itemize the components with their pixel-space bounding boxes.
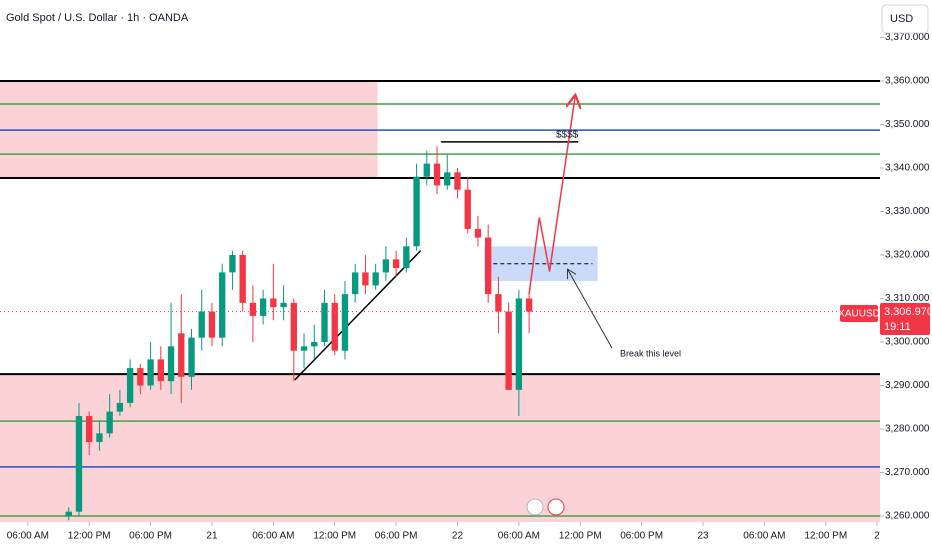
- candle-body: [106, 411, 113, 434]
- candle-body: [515, 298, 523, 390]
- last-price: 3,306.970: [884, 306, 932, 318]
- flag-icon[interactable]: [547, 498, 565, 516]
- candle-body: [270, 298, 277, 308]
- note-label: Break this level: [620, 348, 681, 358]
- candle-body: [495, 294, 502, 312]
- x-tick-label: 12:00 PM: [559, 531, 602, 542]
- candle-body: [126, 368, 134, 403]
- candle-body: [249, 302, 257, 316]
- candle-body: [464, 189, 471, 229]
- y-tick-label: 3,340.000: [885, 163, 930, 174]
- pointer-arrow: [568, 270, 613, 349]
- candle-body: [188, 337, 195, 377]
- y-tick-label: 3,360.000: [885, 76, 930, 87]
- y-tick-label: 3,330.000: [885, 206, 930, 217]
- candle-body: [341, 294, 349, 351]
- candle-body: [382, 259, 390, 273]
- x-tick-label: 12:00 PM: [68, 531, 111, 542]
- candle-body: [352, 272, 359, 295]
- candle-body: [75, 415, 83, 512]
- zone: [0, 374, 880, 522]
- x-tick-label: 06:00 PM: [620, 531, 663, 542]
- y-tick-label: 3,350.000: [885, 119, 930, 130]
- x-tick-label: 06:00 AM: [743, 531, 785, 542]
- y-tick-label: 3,310.000: [885, 293, 930, 304]
- x-tick-label: 2: [874, 531, 880, 542]
- x-tick-label: 21: [206, 531, 218, 542]
- price-axis-panel: [880, 0, 932, 550]
- projection-path: [528, 96, 575, 295]
- candle-body: [239, 254, 246, 303]
- x-tick-label: 12:00 PM: [804, 531, 847, 542]
- candle-body: [178, 333, 185, 377]
- candle-body: [259, 298, 267, 316]
- x-tick-label: 06:00 PM: [375, 531, 418, 542]
- candle-body: [413, 176, 420, 247]
- candle-body: [157, 359, 164, 382]
- countdown: 19:11: [884, 321, 911, 333]
- candle-body: [280, 302, 287, 308]
- candle-body: [372, 272, 379, 286]
- x-tick-label: 12:00 PM: [313, 531, 356, 542]
- candle-body: [300, 346, 308, 351]
- x-tick-label: 22: [452, 531, 464, 542]
- x-tick-label: 06:00 AM: [252, 531, 294, 542]
- price-tag: [880, 303, 930, 335]
- currency[interactable]: USD: [890, 13, 913, 25]
- candle-body: [444, 172, 451, 186]
- candle-body: [290, 302, 297, 351]
- time-axis-panel: [0, 522, 880, 550]
- symbol-tag: [840, 305, 878, 322]
- candle-body: [198, 311, 205, 338]
- candle-body: [525, 298, 533, 312]
- candle-body: [167, 346, 175, 382]
- y-tick-label: 3,260.000: [885, 511, 930, 522]
- candle-body: [392, 259, 400, 269]
- candle-body: [485, 237, 492, 295]
- drawn-line: [294, 250, 422, 381]
- y-tick-label: 3,320.000: [885, 250, 930, 261]
- candle-body: [403, 246, 410, 269]
- candle-body: [321, 302, 328, 342]
- y-tick-label: 3,290.000: [885, 380, 930, 391]
- candle-body: [474, 228, 482, 238]
- event-icon[interactable]: [526, 498, 544, 516]
- candle-body: [137, 368, 144, 386]
- x-tick-label: 06:00 AM: [498, 531, 540, 542]
- candle-body: [331, 302, 338, 351]
- candle-body: [219, 272, 226, 338]
- y-tick-label: 3,270.000: [885, 467, 930, 478]
- candle-body: [147, 359, 154, 386]
- candle-body: [505, 311, 512, 390]
- candle-body: [208, 311, 216, 338]
- plot-area: [0, 79, 880, 522]
- candle-body: [433, 163, 441, 186]
- currency-button[interactable]: [881, 4, 929, 34]
- x-tick-label: 06:00 PM: [129, 531, 172, 542]
- x-tick-label: 06:00 AM: [7, 531, 49, 542]
- candle-body: [362, 272, 369, 286]
- axes: 3,260.000 3,270.000 3,280.000 3,290.000 3,30…: [7, 32, 930, 542]
- candle-body: [96, 433, 103, 443]
- y-tick-label: 3,300.000: [885, 337, 930, 348]
- chart-title: Gold Spot / U.S. Dollar · 1h · OANDA: [6, 12, 189, 24]
- candle-body: [454, 172, 461, 190]
- candle-body: [86, 415, 93, 443]
- candle-body: [311, 341, 318, 347]
- candle-body: [423, 163, 430, 177]
- candle-body: [116, 402, 124, 412]
- y-tick-label: 3,370.000: [885, 32, 930, 43]
- symbol: XAUUSD: [838, 309, 880, 320]
- y-tick-label: 3,280.000: [885, 424, 930, 435]
- candle-body: [65, 511, 72, 516]
- candle-body: [229, 254, 236, 273]
- x-tick-label: 23: [697, 531, 709, 542]
- targets-label: $$$$: [556, 130, 579, 141]
